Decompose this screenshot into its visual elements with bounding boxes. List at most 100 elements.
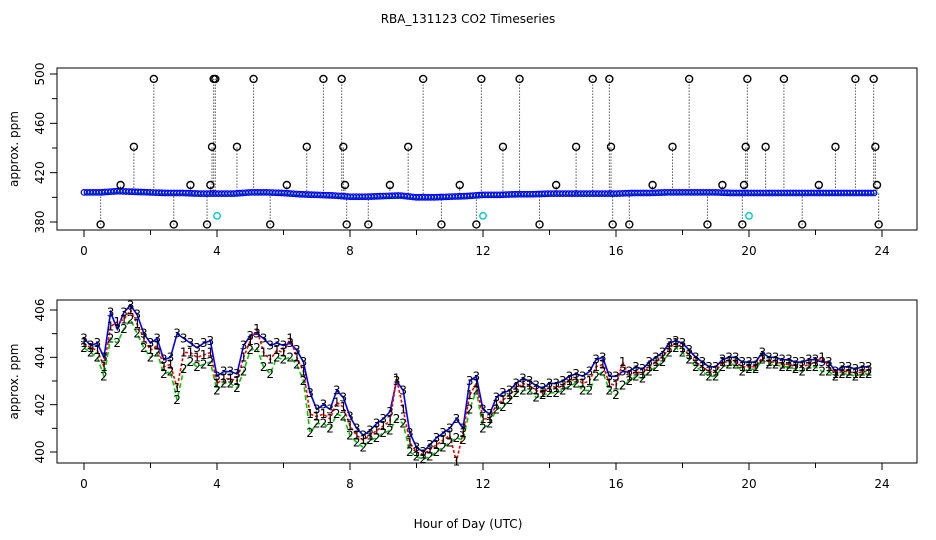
series-point-3: 3 <box>805 353 813 367</box>
series-point-1: 1 <box>473 376 481 390</box>
series-point-1: 1 <box>87 341 95 355</box>
x-tick-label: 8 <box>346 244 354 258</box>
series-point-3: 3 <box>572 367 580 381</box>
series-point-2: 2 <box>213 383 221 397</box>
series-point-2: 2 <box>100 369 108 383</box>
series-point-1: 1 <box>692 355 700 369</box>
series-point-1: 1 <box>433 438 441 452</box>
spike-point <box>571 142 581 151</box>
series-point-3: 3 <box>838 360 846 374</box>
series-point-2: 2 <box>778 360 786 374</box>
series-point-1: 1 <box>373 424 381 438</box>
series-point-2: 2 <box>606 383 614 397</box>
plot-frame <box>56 299 918 464</box>
series-point-2: 2 <box>127 312 135 326</box>
series-point-3: 3 <box>758 346 766 360</box>
series-point-1: 1 <box>479 412 487 426</box>
x-tick-label: 20 <box>741 244 756 258</box>
series-point-2: 2 <box>107 331 115 345</box>
series-point-3: 3 <box>725 350 733 364</box>
series-point-1: 1 <box>852 367 860 381</box>
series-point-2: 2 <box>639 372 647 386</box>
x-tick-label: 4 <box>213 244 221 258</box>
series-point-2: 2 <box>572 376 580 390</box>
series-point-3: 3 <box>592 353 600 367</box>
series-point-3: 3 <box>532 379 540 393</box>
series-point-3: 3 <box>586 365 594 379</box>
series-point-1: 1 <box>812 355 820 369</box>
series-point-1: 1 <box>572 372 580 386</box>
series-point-3: 3 <box>639 362 647 376</box>
series-point-1: 1 <box>313 410 321 424</box>
series-line-3 <box>83 304 869 454</box>
series-point-1: 1 <box>625 369 633 383</box>
series-point-2: 2 <box>286 350 294 364</box>
series-point-3: 3 <box>419 445 427 459</box>
series-point-2: 2 <box>93 350 101 364</box>
series-point-1: 1 <box>499 393 507 407</box>
series-point-3: 3 <box>353 421 361 435</box>
series-point-2: 2 <box>659 355 667 369</box>
series-point-2: 2 <box>852 369 860 383</box>
series-point-1: 1 <box>632 365 640 379</box>
series-point-2: 2 <box>812 360 820 374</box>
series-point-1: 1 <box>559 379 567 393</box>
spike-point <box>851 74 860 84</box>
x-tick-label: 20 <box>741 477 756 491</box>
series-point-1: 1 <box>725 355 733 369</box>
series-point-1: 1 <box>160 360 168 374</box>
series-point-3: 3 <box>153 331 161 345</box>
y-axis-label: approx. ppm <box>7 344 21 420</box>
series-point-1: 1 <box>805 357 813 371</box>
series-point-2: 2 <box>366 433 374 447</box>
series-point-1: 1 <box>486 412 494 426</box>
series-point-1: 1 <box>612 379 620 393</box>
series-point-2: 2 <box>180 362 188 376</box>
series-point-2: 2 <box>226 376 234 390</box>
series-point-3: 3 <box>453 412 461 426</box>
spike-point <box>207 142 217 151</box>
series-point-3: 3 <box>466 374 474 388</box>
x-tick-label: 16 <box>608 244 623 258</box>
spike-point <box>814 180 824 190</box>
x-tick-label: 0 <box>80 244 88 258</box>
series-point-1: 1 <box>466 388 474 402</box>
spike-point <box>498 142 508 151</box>
series-point-2: 2 <box>625 374 633 388</box>
highlight-point <box>213 211 221 220</box>
y-tick-label: 500 <box>33 63 47 86</box>
series-point-3: 3 <box>818 355 826 369</box>
series-point-3: 3 <box>240 339 248 353</box>
series-point-2: 2 <box>160 367 168 381</box>
series-point-2: 2 <box>805 360 813 374</box>
series-point-2: 2 <box>679 346 687 360</box>
x-tick-label: 4 <box>213 477 221 491</box>
series-point-1: 1 <box>712 365 720 379</box>
series-point-3: 3 <box>187 336 195 350</box>
series-point-2: 2 <box>326 421 334 435</box>
series-point-1: 1 <box>785 357 793 371</box>
series-point-1: 1 <box>512 381 520 395</box>
series-point-3: 3 <box>705 360 713 374</box>
series-point-1: 1 <box>193 350 201 364</box>
x-tick-label: 16 <box>608 477 623 491</box>
plot-frame <box>56 67 918 231</box>
series-point-2: 2 <box>413 450 421 464</box>
series-point-3: 3 <box>579 369 587 383</box>
series-point-1: 1 <box>599 357 607 371</box>
series-point-2: 2 <box>113 336 121 350</box>
series-point-1: 1 <box>586 374 594 388</box>
series-point-3: 3 <box>306 386 314 400</box>
series-point-3: 3 <box>659 346 667 360</box>
series-point-2: 2 <box>652 360 660 374</box>
series-point-2: 2 <box>266 367 274 381</box>
series-point-1: 1 <box>446 428 454 442</box>
series-point-2: 2 <box>566 379 574 393</box>
spike-point <box>472 220 481 229</box>
series-point-3: 3 <box>366 424 374 438</box>
series-point-2: 2 <box>200 357 208 371</box>
series-point-2: 2 <box>133 327 141 341</box>
series-point-1: 1 <box>93 343 101 357</box>
spike-point <box>342 220 351 229</box>
spike-point <box>605 74 614 84</box>
